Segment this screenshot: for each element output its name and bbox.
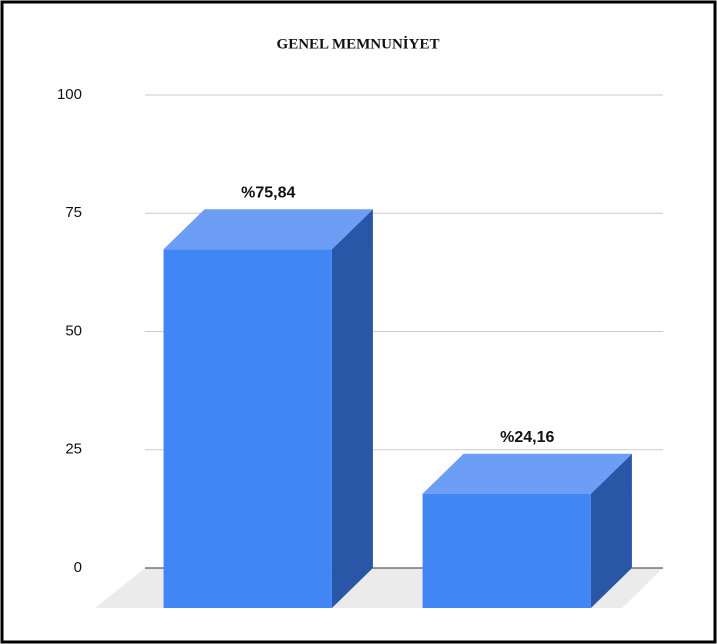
y-tick-label: 75 [65,204,82,221]
bar [422,493,591,608]
y-tick-label: 25 [65,441,82,458]
chart-title: GENEL MEMNUNİYET [277,35,440,52]
y-tick-label: 100 [57,86,82,103]
bar [163,249,332,608]
y-tick-label: 50 [65,322,82,339]
value-label: %24,16 [500,429,554,446]
bar-top [163,209,373,250]
value-label: %75,84 [241,184,295,201]
y-tick-label: 0 [74,559,82,576]
bar-top [422,453,632,494]
bar-side [590,453,632,608]
bar-side [331,209,373,608]
